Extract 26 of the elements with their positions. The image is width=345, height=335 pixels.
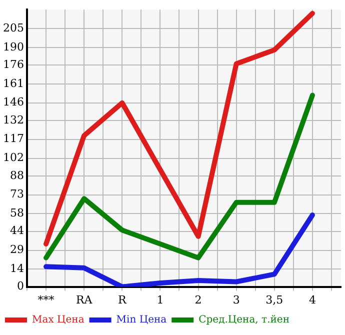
y-tick-label: 190 [2,40,24,54]
y-tick-label: 58 [10,206,24,220]
x-tick-label: 1 [156,293,164,306]
x-tick-label: *** [38,293,55,306]
y-tick-label: 146 [2,96,24,109]
legend-label: Max Цена [32,314,84,326]
y-tick-label: 29 [10,243,24,256]
legend-label: Min Цена [116,314,167,326]
y-tick-label: 88 [10,168,24,182]
y-tick-label: 102 [2,151,24,164]
x-tick-label: 4 [308,293,316,306]
y-tick-label: 176 [2,58,24,71]
y-tick-label: 0 [16,280,24,293]
y-tick-label: 117 [2,132,24,146]
x-tick-label: RA [76,293,94,306]
y-tick-label: 14 [10,262,24,276]
y-tick-label: 205 [2,21,24,34]
x-tick-label: 2 [194,293,202,306]
y-tick-label: 161 [2,76,24,90]
x-tick-label: 3 [232,293,240,306]
x-tick-label: R [118,293,127,306]
x-tick-label: 3,5 [266,293,284,306]
y-tick-label: 44 [10,224,24,238]
y-tick-label: 73 [10,188,24,201]
y-tick-label: 132 [2,113,24,126]
legend-label: Сред.Цена, т.йен [198,314,290,326]
